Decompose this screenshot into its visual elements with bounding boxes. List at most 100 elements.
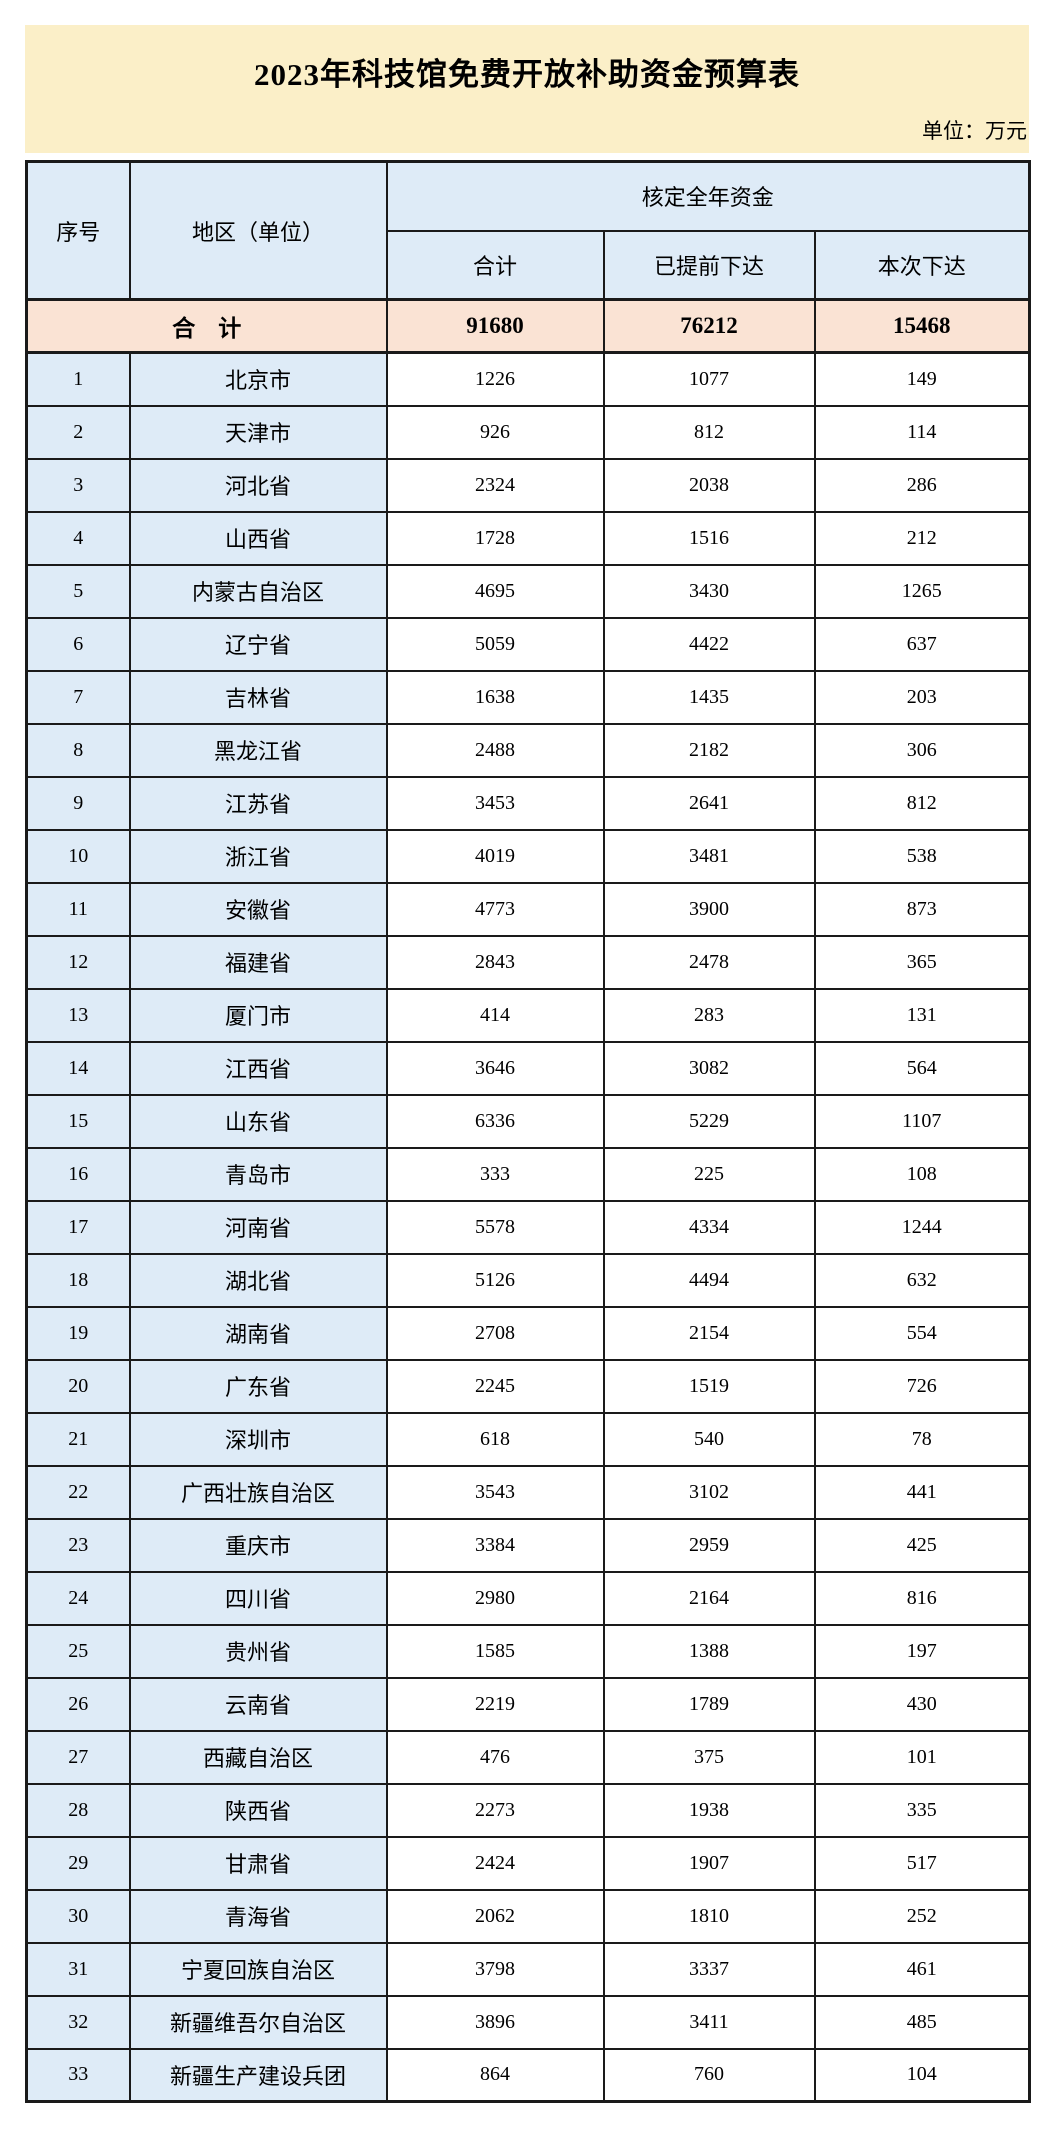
row-total-cell: 618 [385,1411,605,1467]
table-row: 31 宁夏回族自治区 3798 3337 461 [25,1941,1031,1997]
row-total-cell: 2843 [385,934,605,990]
row-index-cell: 30 [25,1888,131,1944]
table-row: 10 浙江省 4019 3481 538 [25,828,1031,884]
row-current-issued-cell: 149 [813,351,1031,407]
row-total-cell: 2219 [385,1676,605,1732]
page-title: 2023年科技馆免费开放补助资金预算表 [254,57,800,92]
row-pre-issued-cell: 2641 [602,775,816,831]
row-region-cell: 湖北省 [128,1252,388,1308]
row-total-cell: 3384 [385,1517,605,1573]
table-row: 3 河北省 2324 2038 286 [25,457,1031,513]
table-row: 18 湖北省 5126 4494 632 [25,1252,1031,1308]
row-total-cell: 2324 [385,457,605,513]
row-region-cell: 广西壮族自治区 [128,1464,388,1520]
row-total-cell: 3798 [385,1941,605,1997]
row-region-cell: 新疆生产建设兵团 [128,2047,388,2103]
row-index-cell: 17 [25,1199,131,1255]
row-pre-issued-cell: 3082 [602,1040,816,1096]
total-row: 合 计 91680 76212 15468 [25,298,1031,354]
row-region-cell: 山东省 [128,1093,388,1149]
total-row-total: 91680 [385,298,605,354]
title-block: 2023年科技馆免费开放补助资金预算表 单位：万元 [25,25,1029,153]
table-row: 9 江苏省 3453 2641 812 [25,775,1031,831]
row-total-cell: 2708 [385,1305,605,1361]
row-pre-issued-cell: 3430 [602,563,816,619]
row-region-cell: 宁夏回族自治区 [128,1941,388,1997]
row-index-cell: 33 [25,2047,131,2103]
row-current-issued-cell: 632 [813,1252,1031,1308]
row-current-issued-cell: 726 [813,1358,1031,1414]
table-row: 2 天津市 926 812 114 [25,404,1031,460]
table-row: 15 山东省 6336 5229 1107 [25,1093,1031,1149]
header-region: 地区（单位） [128,160,388,301]
row-current-issued-cell: 441 [813,1464,1031,1520]
row-region-cell: 黑龙江省 [128,722,388,778]
row-current-issued-cell: 306 [813,722,1031,778]
table-row: 28 陕西省 2273 1938 335 [25,1782,1031,1838]
row-current-issued-cell: 816 [813,1570,1031,1626]
row-index-cell: 31 [25,1941,131,1997]
row-index-cell: 9 [25,775,131,831]
table-row: 5 内蒙古自治区 4695 3430 1265 [25,563,1031,619]
row-total-cell: 2980 [385,1570,605,1626]
row-region-cell: 深圳市 [128,1411,388,1467]
row-current-issued-cell: 78 [813,1411,1031,1467]
row-region-cell: 重庆市 [128,1517,388,1573]
table-row: 30 青海省 2062 1810 252 [25,1888,1031,1944]
row-current-issued-cell: 131 [813,987,1031,1043]
table-row: 27 西藏自治区 476 375 101 [25,1729,1031,1785]
row-total-cell: 2273 [385,1782,605,1838]
row-current-issued-cell: 203 [813,669,1031,725]
table-row: 13 厦门市 414 283 131 [25,987,1031,1043]
row-region-cell: 云南省 [128,1676,388,1732]
row-current-issued-cell: 873 [813,881,1031,937]
row-pre-issued-cell: 2959 [602,1517,816,1573]
row-current-issued-cell: 101 [813,1729,1031,1785]
row-index-cell: 22 [25,1464,131,1520]
header-group-funds: 核定全年资金 [385,160,1031,232]
row-total-cell: 6336 [385,1093,605,1149]
table-row: 22 广西壮族自治区 3543 3102 441 [25,1464,1031,1520]
row-index-cell: 7 [25,669,131,725]
header-index: 序号 [25,160,131,301]
row-total-cell: 3896 [385,1994,605,2050]
row-total-cell: 5059 [385,616,605,672]
row-region-cell: 天津市 [128,404,388,460]
row-current-issued-cell: 554 [813,1305,1031,1361]
row-current-issued-cell: 517 [813,1835,1031,1891]
row-index-cell: 10 [25,828,131,884]
row-pre-issued-cell: 2164 [602,1570,816,1626]
total-row-label: 合 计 [25,298,388,354]
row-total-cell: 1585 [385,1623,605,1679]
row-total-cell: 1226 [385,351,605,407]
table-row: 26 云南省 2219 1789 430 [25,1676,1031,1732]
table-row: 1 北京市 1226 1077 149 [25,351,1031,407]
row-total-cell: 4695 [385,563,605,619]
table-row: 8 黑龙江省 2488 2182 306 [25,722,1031,778]
row-current-issued-cell: 1265 [813,563,1031,619]
row-pre-issued-cell: 1077 [602,351,816,407]
row-index-cell: 6 [25,616,131,672]
row-current-issued-cell: 335 [813,1782,1031,1838]
row-region-cell: 浙江省 [128,828,388,884]
table-row: 17 河南省 5578 4334 1244 [25,1199,1031,1255]
total-row-pre-issued: 76212 [602,298,816,354]
row-index-cell: 3 [25,457,131,513]
row-index-cell: 13 [25,987,131,1043]
table-row: 29 甘肃省 2424 1907 517 [25,1835,1031,1891]
row-index-cell: 18 [25,1252,131,1308]
row-total-cell: 2062 [385,1888,605,1944]
row-region-cell: 安徽省 [128,881,388,937]
row-index-cell: 20 [25,1358,131,1414]
row-region-cell: 吉林省 [128,669,388,725]
row-total-cell: 3453 [385,775,605,831]
row-index-cell: 32 [25,1994,131,2050]
row-region-cell: 厦门市 [128,987,388,1043]
row-total-cell: 1728 [385,510,605,566]
table-row: 23 重庆市 3384 2959 425 [25,1517,1031,1573]
row-pre-issued-cell: 1810 [602,1888,816,1944]
table-row: 12 福建省 2843 2478 365 [25,934,1031,990]
row-pre-issued-cell: 1789 [602,1676,816,1732]
header-current-issued: 本次下达 [813,229,1031,301]
